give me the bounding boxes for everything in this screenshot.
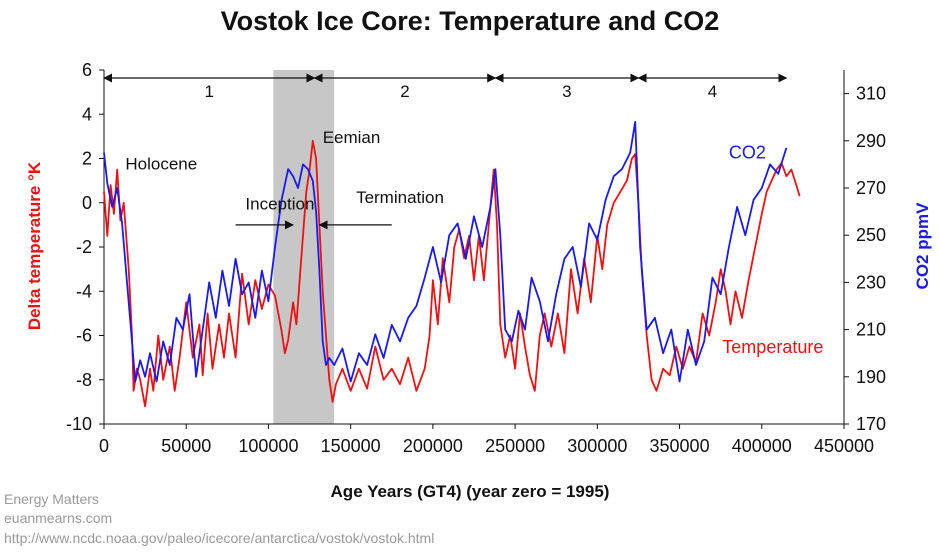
temperature-series-line xyxy=(103,139,801,408)
y-left-tick-label: 6 xyxy=(82,60,92,80)
period-label: 2 xyxy=(400,82,409,101)
x-tick-label: 200000 xyxy=(403,436,463,456)
y-left-tick-label: -6 xyxy=(76,326,92,346)
x-tick-label: 300000 xyxy=(567,436,627,456)
shaded-interglacial-region xyxy=(273,70,335,424)
annotation-termination: Termination xyxy=(356,188,444,207)
annotation-holocene: Holocene xyxy=(125,155,197,174)
y-left-tick-label: 0 xyxy=(82,193,92,213)
co2-series-line xyxy=(103,121,788,383)
y-left-tick-label: -8 xyxy=(76,370,92,390)
y-left-tick-label: -4 xyxy=(76,281,92,301)
y-left-tick-label: -10 xyxy=(66,414,92,434)
period-label: 4 xyxy=(708,82,717,101)
x-tick-label: 450000 xyxy=(814,436,874,456)
x-axis-title: Age Years (GT4) (year zero = 1995) xyxy=(331,482,610,501)
y-right-tick-label: 290 xyxy=(856,131,886,151)
y-left-tick-label: 4 xyxy=(82,104,92,124)
annotation-temperature: Temperature xyxy=(722,337,823,357)
y-right-tick-label: 230 xyxy=(856,272,886,292)
annotation-eemian: Eemian xyxy=(323,128,381,147)
y-right-tick-label: 270 xyxy=(856,178,886,198)
y-right-tick-label: 170 xyxy=(856,414,886,434)
credit-data-url: http://www.ncdc.noaa.gov/paleo/icecore/a… xyxy=(4,530,435,546)
y-left-axis-title: Delta temperature °K xyxy=(25,161,44,330)
annotation-inception: Inception xyxy=(245,194,314,213)
x-tick-label: 250000 xyxy=(485,436,545,456)
x-tick-label: 400000 xyxy=(732,436,792,456)
credit-source: Energy Matters xyxy=(4,491,99,507)
y-left-tick-label: 2 xyxy=(82,149,92,169)
chart-title: Vostok Ice Core: Temperature and CO2 xyxy=(221,6,720,36)
x-tick-label: 350000 xyxy=(650,436,710,456)
y-right-tick-label: 210 xyxy=(856,320,886,340)
x-tick-label: 0 xyxy=(99,436,109,456)
x-tick-label: 150000 xyxy=(321,436,381,456)
y-right-tick-label: 250 xyxy=(856,225,886,245)
y-right-tick-label: 310 xyxy=(856,84,886,104)
x-tick-label: 100000 xyxy=(238,436,298,456)
period-label: 1 xyxy=(205,82,214,101)
y-right-axis-title: CO2 ppmV xyxy=(913,202,932,290)
y-left-tick-label: -2 xyxy=(76,237,92,257)
credit-website: euanmearns.com xyxy=(4,510,113,526)
x-tick-label: 50000 xyxy=(161,436,211,456)
y-right-tick-label: 190 xyxy=(856,367,886,387)
annotation-co2: CO2 xyxy=(729,143,766,163)
period-label: 3 xyxy=(562,82,571,101)
